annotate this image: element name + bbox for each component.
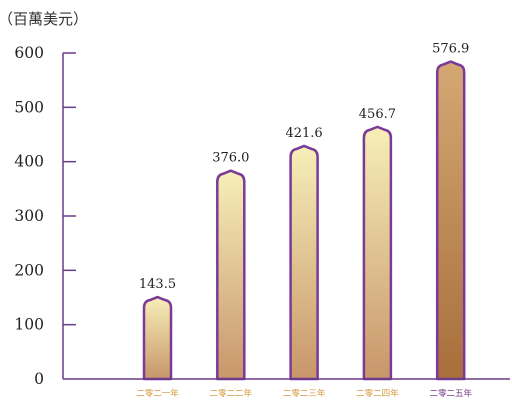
unit-label: （百萬美元） [0, 10, 88, 28]
bar [216, 169, 246, 381]
y-tick-label: 600 [14, 44, 44, 62]
bars [142, 60, 466, 381]
bar-value-label: 143.5 [139, 277, 176, 292]
bar-value-label: 376.0 [212, 151, 249, 166]
category-labels: 二零二一年 二零二二年 二零二三年 二零二四年 二零二五年 [136, 388, 472, 399]
x-category-label: 二零二一年 [136, 388, 179, 399]
y-tick-label: 0 [34, 370, 44, 388]
y-axis-ticks: 0 100 200 300 400 500 600 [14, 44, 76, 388]
value-labels: 143.5 376.0 421.6 456.7 576.9 [139, 42, 469, 292]
bar [435, 60, 466, 381]
x-category-label: 二零二二年 [210, 388, 253, 399]
y-tick-label: 400 [14, 153, 44, 171]
x-category-label: 二零二三年 [283, 388, 326, 399]
x-category-label: 二零二四年 [356, 388, 399, 399]
bar [142, 295, 173, 381]
y-tick-label: 200 [14, 261, 44, 279]
y-tick-label: 500 [14, 98, 44, 116]
bar [289, 144, 319, 381]
bar-value-label: 421.6 [285, 126, 322, 141]
bar [362, 125, 393, 381]
bar-value-label: 576.9 [432, 42, 469, 57]
x-category-label: 二零二五年 [429, 388, 472, 399]
y-tick-label: 100 [14, 316, 44, 334]
y-tick-label: 300 [14, 207, 44, 225]
bar-value-label: 456.7 [359, 107, 396, 122]
